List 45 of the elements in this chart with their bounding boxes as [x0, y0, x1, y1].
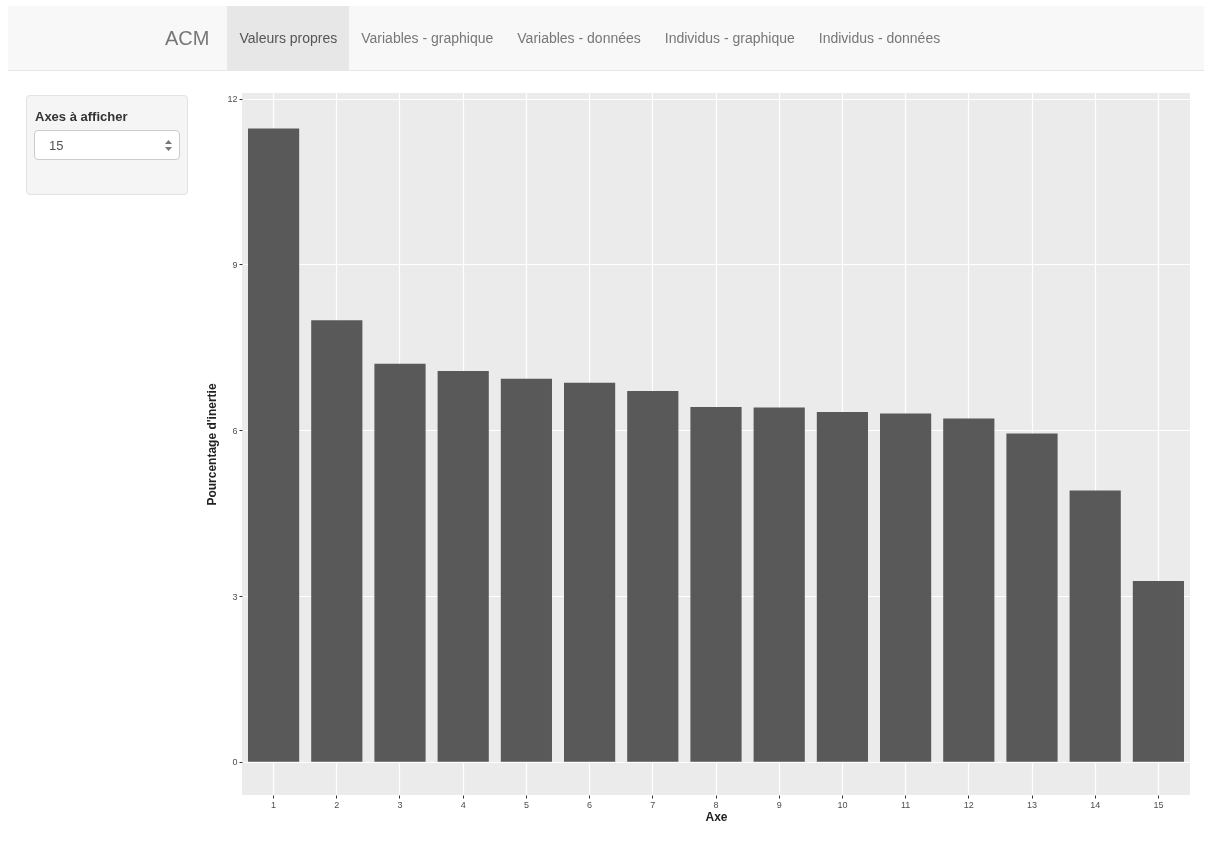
y-tick-label: 12: [227, 94, 238, 105]
x-tick-label: 15: [1153, 799, 1164, 810]
text: Individus - données: [817, 29, 942, 48]
x-tick-label: 6: [587, 799, 593, 810]
x-tick-label: 5: [523, 799, 529, 810]
bar: [690, 406, 742, 762]
text: Individus - graphique: [663, 29, 796, 48]
bar: [627, 390, 679, 762]
x-tick-label: 3: [397, 799, 403, 810]
bar: [943, 418, 995, 762]
chart-title: ACM: [165, 26, 210, 50]
x-axis-title: Axe: [705, 809, 728, 824]
x-tick-label: 11: [900, 799, 911, 810]
bar: [1006, 433, 1058, 762]
bar: [1069, 490, 1121, 762]
x-tick-label: 14: [1090, 799, 1101, 810]
y-tick-label: 0: [232, 757, 238, 768]
bar: [1132, 581, 1184, 762]
text: Variables - graphique: [360, 29, 495, 48]
bar: [564, 382, 616, 762]
x-tick-label: 9: [776, 799, 782, 810]
y-tick-label: 9: [232, 259, 238, 270]
y-tick-label: 6: [232, 425, 238, 436]
y-tick-label: 3: [232, 591, 238, 602]
text: Axes à afficher: [35, 109, 129, 124]
x-tick-label: 8: [713, 799, 719, 810]
x-tick-label: 2: [334, 799, 340, 810]
x-tick-label: 13: [1026, 799, 1038, 810]
y-axis-title: Pourcentage d'inertie: [205, 383, 220, 506]
text: Valeurs propres: [227, 6, 350, 70]
bar: [880, 413, 932, 762]
bar: [816, 411, 868, 762]
bar: [500, 378, 552, 762]
bar: [753, 407, 805, 762]
bar: [311, 320, 363, 762]
x-tick-label: 1: [271, 799, 277, 810]
x-tick-label: 4: [460, 799, 466, 810]
bar: [374, 363, 426, 762]
x-tick-label: 7: [650, 799, 656, 810]
x-tick-label: 10: [837, 799, 848, 810]
bar: [248, 128, 300, 762]
text: 15: [34, 130, 180, 160]
x-tick-label: 12: [963, 799, 974, 810]
bar: [437, 371, 489, 762]
text: Variables - données: [516, 29, 642, 48]
